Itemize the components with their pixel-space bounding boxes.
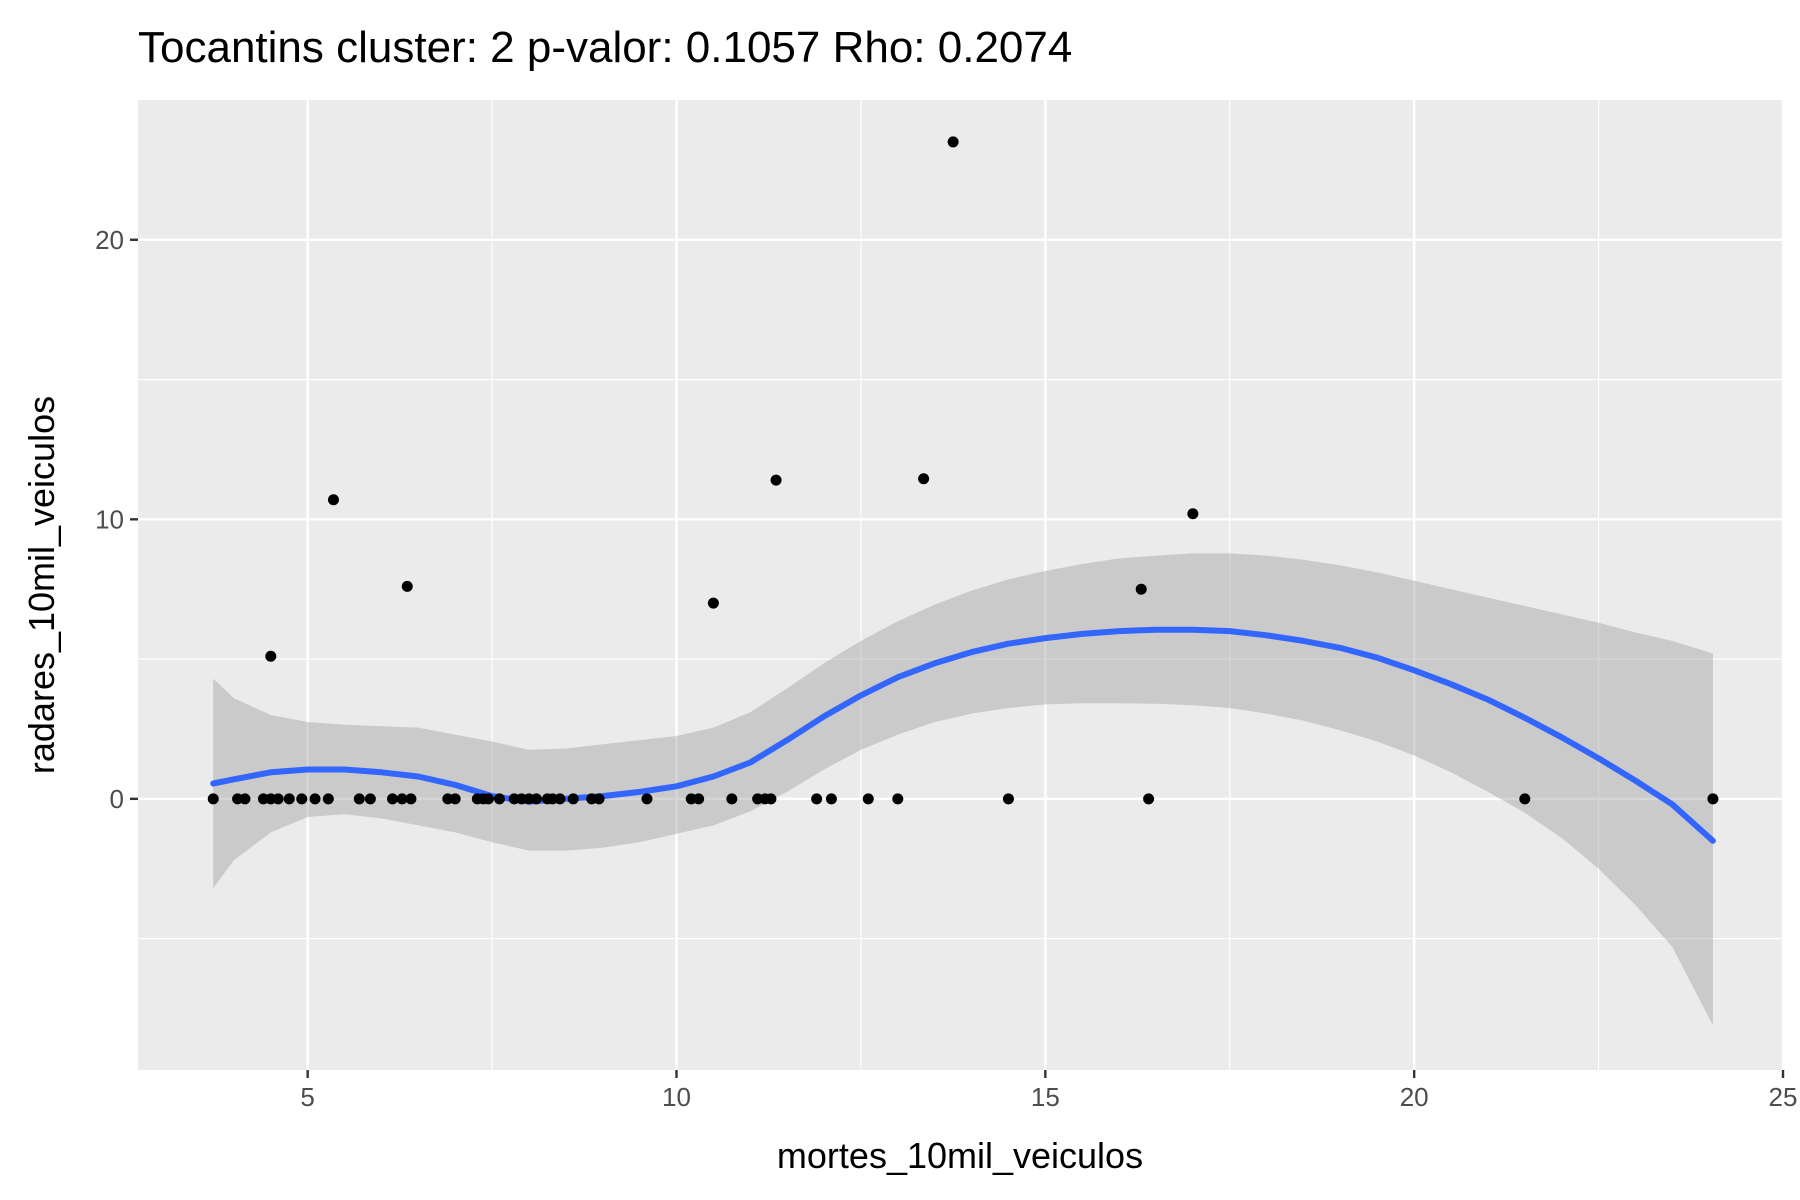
data-point (567, 793, 579, 805)
data-point (493, 793, 505, 805)
y-axis-title: radares_10mil_veiculos (21, 396, 62, 774)
x-axis-ticks: 5 10 15 20 25 (300, 1070, 1797, 1112)
data-point (272, 793, 284, 805)
data-point (862, 793, 874, 805)
y-tick-label: 10 (95, 504, 124, 534)
data-point (396, 793, 408, 805)
data-point (1143, 793, 1155, 805)
x-tick-label: 25 (1769, 1082, 1798, 1112)
data-point (918, 473, 930, 485)
x-tick-label: 20 (1400, 1082, 1429, 1112)
data-point (405, 793, 417, 805)
plot-panel (138, 100, 1783, 1070)
data-point (1187, 508, 1199, 520)
data-point (283, 793, 295, 805)
data-point (593, 793, 605, 805)
data-point (207, 793, 219, 805)
chart-title: Tocantins cluster: 2 p-valor: 0.1057 Rho… (138, 23, 1072, 72)
data-point (765, 793, 777, 805)
data-point (1707, 793, 1719, 805)
data-point (825, 793, 837, 805)
data-point (353, 793, 365, 805)
data-point (554, 793, 566, 805)
data-point (693, 793, 705, 805)
data-point (327, 494, 339, 506)
data-point (1519, 793, 1531, 805)
smooth-trend-line (210, 626, 1716, 844)
minor-gridlines (122, 100, 1783, 1070)
y-axis-ticks: 0 10 20 (95, 225, 138, 814)
x-tick-label: 5 (300, 1082, 314, 1112)
data-point (364, 793, 376, 805)
data-point (322, 793, 334, 805)
x-axis-title: mortes_10mil_veiculos (777, 1135, 1143, 1176)
y-tick-label: 0 (110, 784, 124, 814)
x-tick-label: 15 (1031, 1082, 1060, 1112)
y-tick-label: 20 (95, 225, 124, 255)
data-point (386, 793, 398, 805)
data-point (892, 793, 904, 805)
data-point (1135, 583, 1147, 595)
data-point (482, 793, 494, 805)
data-point (707, 597, 719, 609)
data-points (207, 136, 1719, 805)
data-point (530, 793, 542, 805)
data-point (265, 650, 277, 662)
data-point (811, 793, 823, 805)
data-point (449, 793, 461, 805)
data-point (309, 793, 321, 805)
data-point (726, 793, 738, 805)
data-point (1002, 793, 1014, 805)
data-point (401, 580, 413, 592)
confidence-ribbon (213, 553, 1713, 1026)
data-point (641, 793, 653, 805)
data-point (947, 136, 959, 148)
x-tick-label: 10 (662, 1082, 691, 1112)
data-point (296, 793, 308, 805)
data-point (770, 474, 782, 486)
data-point (239, 793, 251, 805)
